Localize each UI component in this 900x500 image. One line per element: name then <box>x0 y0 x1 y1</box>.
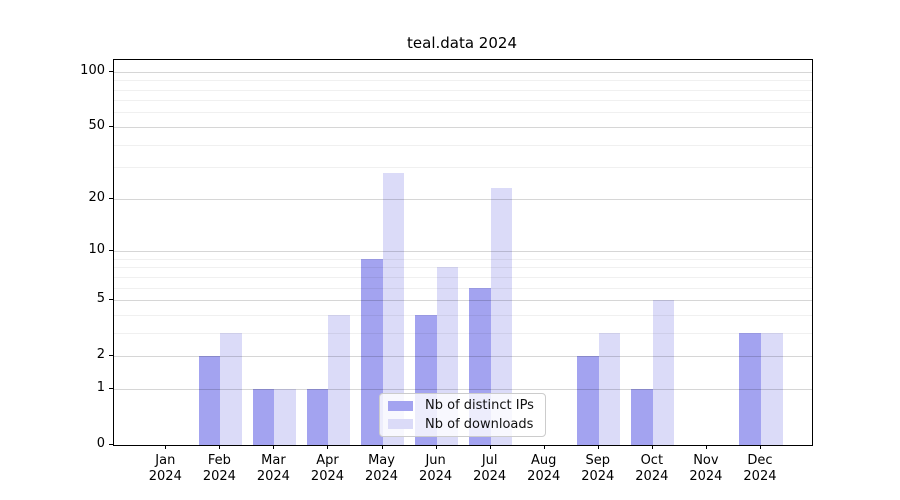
x-axis-tick-label: Nov 2024 <box>689 453 723 484</box>
x-axis-tick <box>381 445 383 449</box>
major-gridline <box>114 71 812 73</box>
minor-gridline <box>114 258 812 260</box>
y-axis-tick <box>109 250 113 252</box>
x-axis-tick-label: Oct 2024 <box>635 453 669 484</box>
x-axis-tick <box>759 445 761 449</box>
minor-gridline <box>114 332 812 334</box>
y-axis-tick <box>109 444 113 445</box>
x-axis-tick-label: Jul 2024 <box>473 453 507 484</box>
major-gridline <box>114 300 812 302</box>
bar-downloads-dec <box>760 332 783 445</box>
y-axis-tick-label: 1 <box>96 379 105 395</box>
major-gridline <box>114 251 812 253</box>
gridlines-layer <box>114 60 812 445</box>
x-axis-tick <box>327 445 329 449</box>
bar-distinct-ips-feb <box>198 356 221 445</box>
y-axis-tick-label: 100 <box>80 62 105 78</box>
minor-gridline <box>114 89 812 91</box>
x-axis-tick-label: Sep 2024 <box>581 453 615 484</box>
x-axis-tick <box>543 445 545 449</box>
minor-gridline <box>114 80 812 82</box>
x-axis-tick <box>165 445 167 449</box>
bar-distinct-ips-dec <box>739 332 761 445</box>
legend-label-downloads: Nb of downloads <box>425 416 534 432</box>
bar-distinct-ips-apr <box>306 388 329 445</box>
bar-distinct-ips-sep <box>577 356 599 445</box>
x-axis-tick <box>273 445 275 449</box>
legend-swatch-distinct-ips <box>388 400 413 411</box>
bars-layer <box>114 60 812 445</box>
x-axis-tick <box>435 445 437 449</box>
bar-distinct-ips-oct <box>631 388 653 445</box>
legend-label-distinct-ips: Nb of distinct IPs <box>425 398 534 414</box>
y-axis-tick <box>109 299 113 301</box>
y-axis-tick-label: 20 <box>88 189 105 205</box>
legend-item-downloads: Nb of downloads <box>388 417 537 433</box>
y-axis-tick <box>109 70 113 72</box>
x-axis-tick-label: Feb 2024 <box>202 453 236 484</box>
bar-downloads-feb <box>220 332 242 445</box>
major-gridline <box>114 388 812 390</box>
x-axis-tick <box>651 445 653 449</box>
legend-swatch-downloads <box>388 419 413 430</box>
x-axis-tick-label: Jan 2024 <box>148 453 182 484</box>
x-axis-tick-label: Mar 2024 <box>256 453 290 484</box>
minor-gridline <box>114 287 812 289</box>
major-gridline <box>114 198 812 200</box>
bar-downloads-oct <box>652 300 675 445</box>
y-axis-tick <box>109 355 113 357</box>
minor-gridline <box>114 100 812 102</box>
plot-area: Nb of distinct IPs Nb of downloads <box>113 59 813 446</box>
bar-distinct-ips-mar <box>252 388 275 445</box>
x-axis-tick-label: Apr 2024 <box>310 453 345 484</box>
x-axis-tick-label: Aug 2024 <box>527 453 561 484</box>
y-axis-tick-label: 2 <box>96 347 105 363</box>
x-axis-tick <box>705 445 707 449</box>
y-axis-tick <box>109 197 113 199</box>
bar-downloads-apr <box>328 314 351 445</box>
x-axis-tick <box>489 445 491 449</box>
bar-downloads-sep <box>598 332 621 445</box>
minor-gridline <box>114 267 812 269</box>
minor-gridline <box>114 144 812 146</box>
y-axis-tick-label: 50 <box>88 117 105 133</box>
chart-title: teal.data 2024 <box>407 34 517 52</box>
y-axis-tick <box>109 125 113 127</box>
bar-downloads-mar <box>274 388 296 445</box>
major-gridline <box>114 356 812 358</box>
x-axis-tick <box>219 445 221 449</box>
legend-item-distinct-ips: Nb of distinct IPs <box>388 398 537 414</box>
minor-gridline <box>114 276 812 278</box>
x-axis-tick-label: Dec 2024 <box>743 453 777 484</box>
minor-gridline <box>114 112 812 114</box>
legend: Nb of distinct IPs Nb of downloads <box>379 393 546 437</box>
y-axis-tick-label: 10 <box>88 242 105 258</box>
x-axis-tick-label: Jun 2024 <box>419 453 453 484</box>
x-axis-tick-label: May 2024 <box>364 453 399 484</box>
x-axis-tick <box>597 445 599 449</box>
major-gridline <box>114 126 812 128</box>
y-axis-tick-label: 5 <box>96 291 105 307</box>
minor-gridline <box>114 314 812 316</box>
minor-gridline <box>114 167 812 169</box>
y-axis-tick <box>109 387 113 389</box>
y-axis-tick-label: 0 <box>96 436 105 451</box>
